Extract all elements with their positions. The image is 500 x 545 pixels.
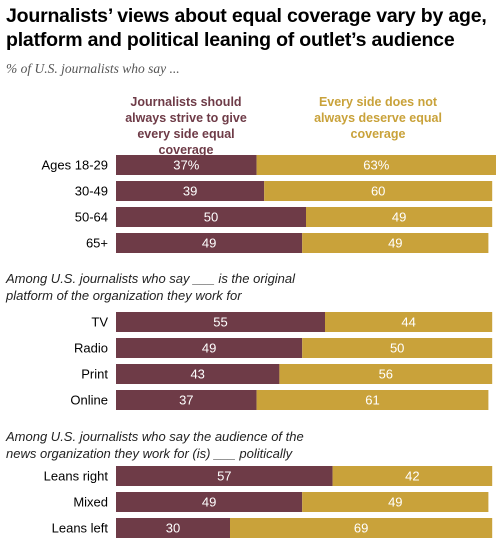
bar-not-always-65-	[302, 233, 489, 253]
value-label-not-always-print: 56	[379, 367, 393, 382]
value-label-not-always-leans-right: 42	[405, 469, 419, 484]
value-label-not-always-radio: 50	[390, 341, 404, 356]
bar-not-always-ages-18-29	[256, 155, 496, 175]
category-label-tv: TV	[91, 315, 108, 330]
category-label-30-49: 30-49	[75, 184, 108, 199]
value-label-always-equal-tv: 55	[213, 315, 227, 330]
value-label-not-always-65-: 49	[388, 236, 402, 251]
category-label-radio: Radio	[74, 341, 108, 356]
bar-always-equal-65-	[116, 233, 303, 253]
value-label-always-equal-30-49: 39	[183, 184, 197, 199]
category-label-leans-left: Leans left	[52, 521, 109, 536]
category-label-50-64: 50-64	[75, 210, 108, 225]
value-label-always-equal-leans-left: 30	[166, 521, 180, 536]
bar-always-equal-print	[116, 364, 280, 384]
section-label-platform: Among U.S. journalists who say ___ is th…	[6, 271, 296, 303]
value-label-always-equal-mixed: 49	[202, 495, 216, 510]
chart-subtitle: % of U.S. journalists who say ...	[6, 61, 180, 76]
category-label-print: Print	[81, 367, 108, 382]
bar-always-equal-mixed	[116, 492, 303, 512]
bar-not-always-online	[256, 390, 489, 410]
category-label-65-: 65+	[86, 236, 108, 251]
value-label-not-always-leans-left: 69	[354, 521, 368, 536]
bar-not-always-leans-right	[332, 466, 493, 486]
bar-not-always-print	[279, 364, 493, 384]
bar-not-always-30-49	[264, 181, 493, 201]
value-label-not-always-ages-18-29: 63%	[363, 158, 389, 173]
value-label-not-always-50-64: 49	[392, 210, 406, 225]
value-label-not-always-30-49: 60	[371, 184, 385, 199]
bar-always-equal-ages-18-29	[116, 155, 257, 175]
category-label-online: Online	[70, 393, 108, 408]
value-label-always-equal-50-64: 50	[204, 210, 218, 225]
value-label-always-equal-leans-right: 57	[217, 469, 231, 484]
bar-always-equal-leans-right	[116, 466, 333, 486]
value-label-not-always-tv: 44	[401, 315, 415, 330]
bar-always-equal-tv	[116, 312, 325, 332]
legend-not-always-deserve: Every side does not always deserve equal…	[314, 95, 442, 141]
bar-always-equal-leans-left	[116, 518, 230, 538]
bar-not-always-50-64	[306, 207, 493, 227]
value-label-not-always-mixed: 49	[388, 495, 402, 510]
bar-always-equal-radio	[116, 338, 303, 358]
value-label-always-equal-radio: 49	[202, 341, 216, 356]
bar-not-always-radio	[302, 338, 493, 358]
section-label-audience: Among U.S. journalists who say the audie…	[6, 429, 304, 461]
value-label-always-equal-print: 43	[190, 367, 204, 382]
bar-not-always-tv	[325, 312, 493, 332]
category-label-mixed: Mixed	[73, 495, 108, 510]
bar-always-equal-50-64	[116, 207, 306, 227]
bar-not-always-leans-left	[230, 518, 493, 538]
value-label-always-equal-online: 37	[179, 393, 193, 408]
legend-always-equal: Journalists should always strive to give…	[125, 95, 247, 157]
chart-title: Journalists’ views about equal coverage …	[6, 5, 487, 51]
bar-always-equal-online	[116, 390, 257, 410]
category-label-ages-18-29: Ages 18-29	[42, 158, 109, 173]
bar-always-equal-30-49	[116, 181, 265, 201]
value-label-not-always-online: 61	[365, 393, 379, 408]
value-label-always-equal-ages-18-29: 37%	[173, 158, 199, 173]
category-label-leans-right: Leans right	[44, 469, 109, 484]
bar-not-always-mixed	[302, 492, 489, 512]
value-label-always-equal-65-: 49	[202, 236, 216, 251]
